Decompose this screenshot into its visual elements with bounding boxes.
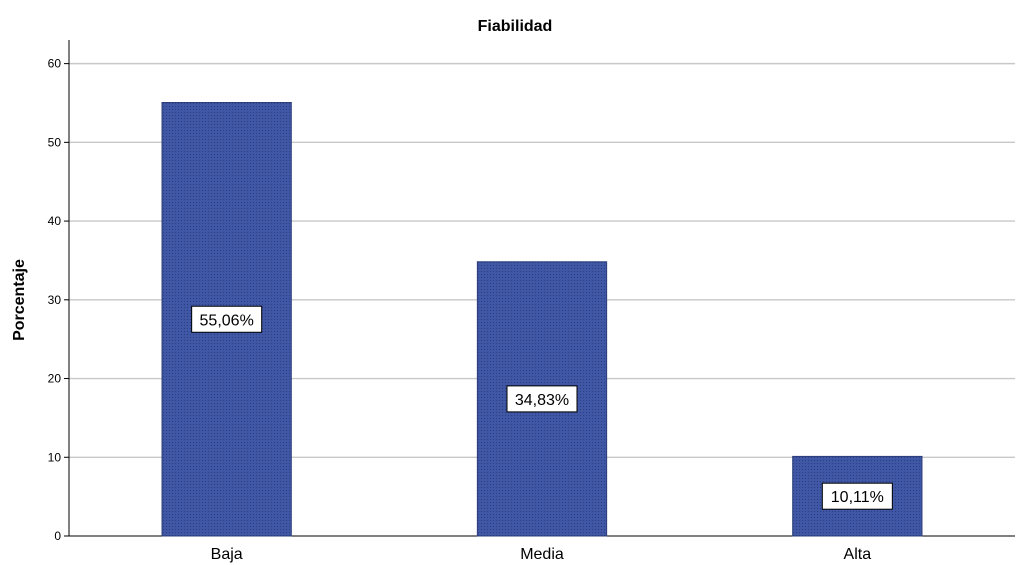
x-tick-label: Alta xyxy=(844,546,872,563)
x-tick-label: Media xyxy=(520,546,564,563)
bars xyxy=(161,102,923,537)
data-labels: 55,06% 34,83% 10,11% xyxy=(191,305,893,510)
chart-title: Fiabilidad xyxy=(478,18,553,35)
y-tick-label: 50 xyxy=(48,135,62,149)
y-tick-label: 20 xyxy=(48,372,62,386)
y-tick-label: 40 xyxy=(48,214,62,228)
data-label-box xyxy=(821,482,893,510)
x-tick-label: Baja xyxy=(211,546,243,563)
data-label: 55,06% xyxy=(200,312,254,329)
data-label-box xyxy=(191,305,263,333)
data-label-box xyxy=(506,385,578,413)
category-labels: Baja Media Alta xyxy=(211,546,872,563)
y-axis-title: Porcentaje xyxy=(11,259,28,341)
y-axis-ticks: 0 10 20 30 40 50 60 xyxy=(48,57,69,543)
data-label-baja: 55,06% xyxy=(191,305,263,333)
y-tick-label: 30 xyxy=(48,293,62,307)
data-label-media: 34,83% xyxy=(506,385,578,413)
y-tick-label: 0 xyxy=(54,529,61,543)
y-tick-label: 60 xyxy=(48,57,62,71)
data-label: 34,83% xyxy=(515,392,569,409)
data-label-alta: 10,11% xyxy=(821,482,893,510)
data-label: 10,11% xyxy=(831,489,884,506)
y-tick-label: 10 xyxy=(48,450,62,464)
